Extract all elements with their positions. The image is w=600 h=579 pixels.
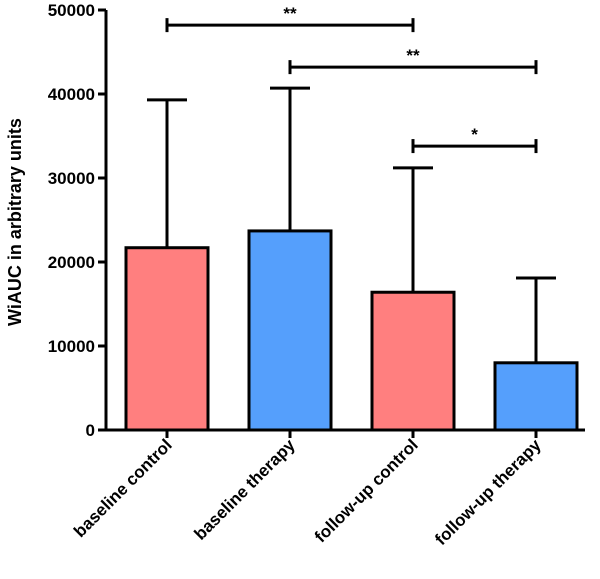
sig-label-3: * [471,125,478,144]
bar-3 [370,290,456,432]
y-axis-label: WiAUC in arbitrary units [5,118,25,326]
x-tick-label-4: follow-up therapy [431,435,545,549]
x-tick-label-1: baseline control [70,435,176,541]
bars-group [124,229,579,432]
y-tick-label-10000: 10000 [48,337,95,356]
bar-1 [124,246,210,432]
y-tick-label-20000: 20000 [48,253,95,272]
y-tick-label-50000: 50000 [48,1,95,20]
y-tick-label-0: 0 [86,421,95,440]
bar-4 [493,361,579,432]
y-tick-label-40000: 40000 [48,85,95,104]
significance-group: ***** [165,4,538,154]
x-tick-label-2: baseline therapy [191,435,300,544]
sig-label-1: ** [283,4,297,23]
x-tick-label-3: follow-up control [311,435,422,546]
sig-label-2: ** [406,46,420,65]
bar-2 [247,229,333,432]
error-bars-group [147,86,556,363]
y-tick-label-30000: 30000 [48,169,95,188]
